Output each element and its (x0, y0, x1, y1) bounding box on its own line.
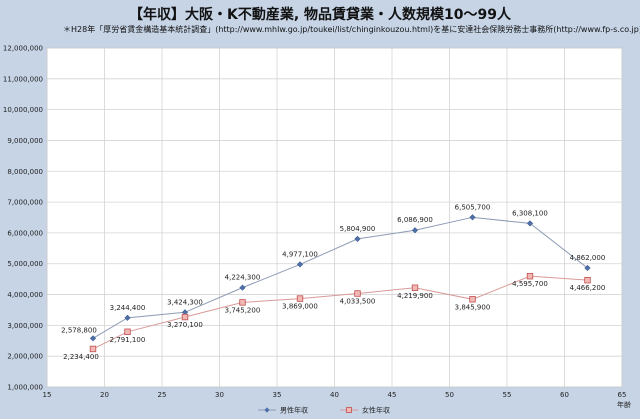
data-point-male (124, 314, 131, 321)
y-tick-label: 10,000,000 (3, 106, 43, 114)
data-point-female (469, 296, 476, 303)
data-point-male (296, 261, 304, 268)
y-tick-label: 12,000,000 (3, 45, 43, 53)
y-tick-label: 11,000,000 (3, 75, 43, 83)
data-label-male: 6,505,700 (455, 203, 491, 211)
data-point-female (354, 290, 361, 297)
data-label-female: 3,270,100 (167, 321, 203, 329)
legend-marker-female (346, 407, 352, 413)
y-tick-label: 7,000,000 (7, 199, 43, 207)
legend-marker-male (264, 407, 270, 413)
data-label-female: 3,869,000 (282, 303, 318, 311)
data-label-male: 6,086,900 (397, 216, 433, 224)
data-label-female: 4,033,500 (340, 298, 376, 306)
y-tick-label: 6,000,000 (7, 229, 43, 237)
data-point-female (411, 284, 419, 291)
data-label-male: 4,977,100 (282, 250, 318, 258)
x-tick-label: 65 (618, 391, 627, 399)
x-tick-label: 20 (100, 391, 109, 399)
x-tick-label: 35 (273, 391, 282, 399)
chart-title: 【年収】大阪・K不動産業, 物品賃貸業・人数規模10～99人 (128, 7, 511, 23)
data-point-male (584, 264, 591, 272)
y-tick-label: 1,000,000 (7, 384, 43, 392)
series-line-female (92, 275, 588, 350)
data-label-female: 4,595,700 (512, 280, 548, 288)
x-tick-label: 60 (560, 391, 569, 399)
data-point-male (354, 235, 361, 243)
legend-label-female: 女性年収 (362, 406, 390, 415)
y-tick-label: 9,000,000 (7, 137, 43, 145)
data-point-female (584, 276, 591, 284)
data-point-male (526, 220, 534, 227)
y-tick-label: 4,000,000 (7, 291, 43, 299)
data-label-female: 3,845,900 (455, 303, 491, 311)
x-tick-label: 25 (158, 391, 167, 399)
data-point-male (469, 214, 476, 221)
data-label-female: 2,234,400 (63, 353, 99, 361)
data-label-male: 4,224,300 (225, 274, 261, 282)
data-label-male: 3,424,300 (167, 298, 203, 306)
legend-label-male: 男性年収 (280, 406, 308, 415)
x-tick-label: 40 (330, 391, 339, 399)
data-label-male: 2,578,800 (61, 326, 97, 334)
x-axis-label: 年齢 (617, 400, 631, 409)
data-label-male: 5,804,900 (340, 225, 376, 233)
x-tick-label: 30 (215, 391, 224, 399)
x-tick-label: 15 (43, 391, 52, 399)
y-tick-label: 5,000,000 (7, 260, 43, 268)
data-point-female (181, 313, 189, 321)
data-label-male: 6,308,100 (512, 209, 548, 217)
data-point-male (89, 335, 97, 342)
data-point-male (239, 284, 246, 291)
y-tick-label: 3,000,000 (7, 322, 43, 330)
y-tick-label: 8,000,000 (7, 168, 43, 176)
data-point-female (526, 272, 534, 280)
data-point-female (124, 328, 131, 336)
x-tick-label: 50 (445, 391, 454, 399)
chart-subtitle: ＊H28年「厚労省賃金構造基本統計調査」(http://www.mhlw.go.… (63, 25, 640, 34)
x-tick-label: 45 (388, 391, 397, 399)
data-point-female (239, 299, 246, 306)
data-point-female (296, 295, 304, 302)
data-label-female: 2,791,100 (110, 336, 146, 344)
x-tick-label: 55 (503, 391, 512, 399)
y-tick-label: 2,000,000 (7, 353, 43, 361)
series-line-male (92, 216, 588, 339)
data-label-male: 3,244,400 (110, 304, 146, 312)
data-label-female: 4,219,900 (397, 292, 433, 300)
data-point-female (89, 345, 97, 353)
data-point-male (411, 227, 419, 234)
data-label-female: 3,745,200 (225, 306, 261, 314)
data-label-male: 4,862,000 (570, 254, 606, 262)
data-label-female: 4,466,200 (570, 284, 606, 292)
